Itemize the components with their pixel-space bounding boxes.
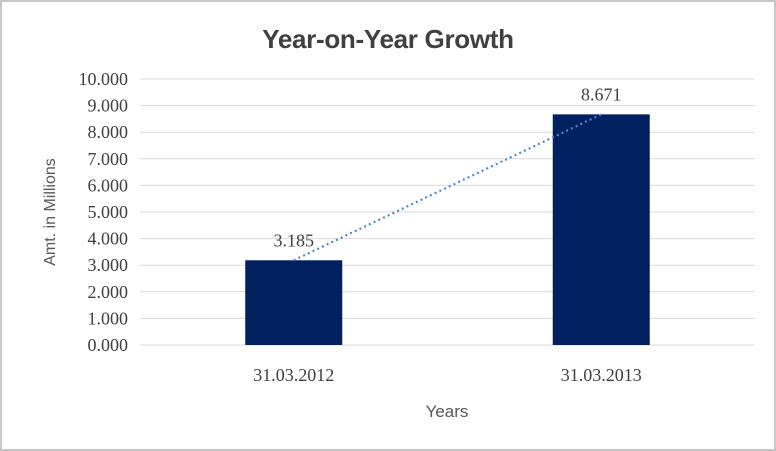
x-category-label: 31.03.2012 xyxy=(253,365,334,385)
bar-value-label: 8.671 xyxy=(581,84,622,104)
y-tick-label: 4.000 xyxy=(88,229,129,249)
y-tick-label: 6.000 xyxy=(88,175,129,195)
y-tick-label: 8.000 xyxy=(88,122,129,142)
bar xyxy=(552,114,650,345)
y-tick-label: 10.000 xyxy=(79,69,129,89)
y-tick-label: 5.000 xyxy=(88,202,129,222)
y-tick-label: 9.000 xyxy=(88,96,129,116)
y-tick-label: 1.000 xyxy=(88,308,129,328)
y-tick-label: 7.000 xyxy=(88,149,129,169)
chart-title: Year-on-Year Growth xyxy=(262,24,514,54)
y-tick-label: 3.000 xyxy=(88,255,129,275)
x-axis-title: Years xyxy=(425,402,469,421)
y-tick-label: 2.000 xyxy=(88,282,129,302)
bar xyxy=(245,260,343,345)
bar-value-label: 3.185 xyxy=(274,230,315,250)
x-category-label: 31.03.2013 xyxy=(561,365,642,385)
y-tick-label: 0.000 xyxy=(88,335,129,355)
